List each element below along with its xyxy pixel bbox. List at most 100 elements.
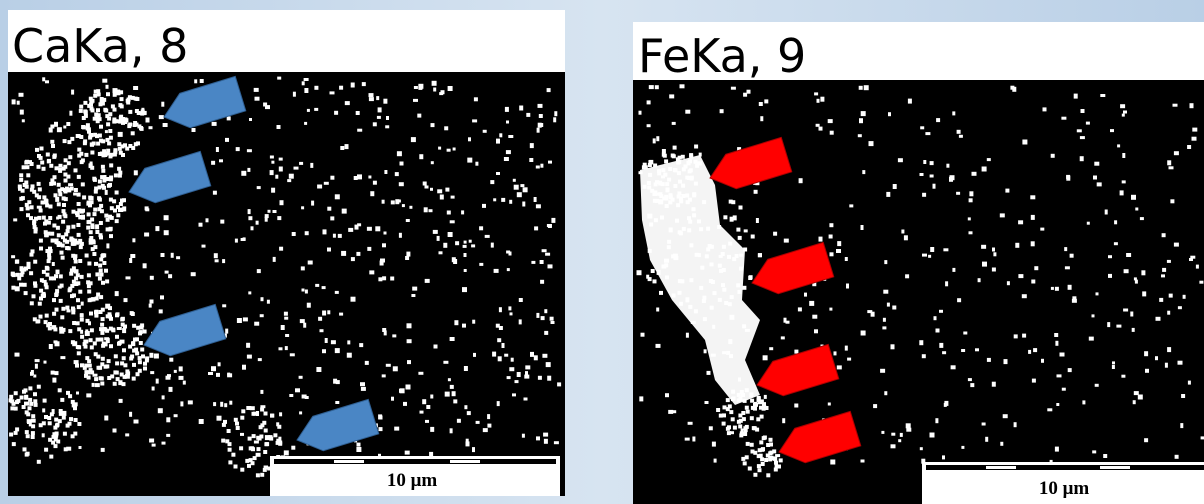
speckle <box>54 444 58 448</box>
speckle <box>44 448 48 452</box>
speckle <box>774 461 778 465</box>
speckle <box>249 118 252 121</box>
speckle <box>1051 287 1054 290</box>
speckle <box>155 226 159 231</box>
speckle <box>356 252 360 256</box>
speckle <box>1135 208 1138 211</box>
speckle <box>739 419 743 423</box>
speckle <box>695 253 699 257</box>
speckle <box>58 419 62 423</box>
speckle <box>426 405 430 409</box>
speckle <box>697 219 701 223</box>
speckle <box>62 203 66 207</box>
speckle <box>1108 274 1112 278</box>
speckle <box>522 202 525 207</box>
speckle <box>504 157 509 161</box>
speckle <box>99 235 103 239</box>
speckle <box>709 426 713 430</box>
scale-bar: 10 μm <box>270 456 560 496</box>
speckle <box>118 171 122 175</box>
speckle <box>291 446 295 450</box>
speckle <box>52 298 56 302</box>
speckle <box>661 168 665 172</box>
speckle <box>718 298 722 302</box>
speckle <box>302 289 305 292</box>
speckle <box>530 143 534 148</box>
speckle <box>643 185 647 189</box>
speckle <box>122 382 126 386</box>
speckle <box>1192 128 1197 132</box>
speckle <box>461 210 464 214</box>
speckle <box>423 182 427 186</box>
speckle <box>362 82 366 86</box>
speckle <box>1120 104 1125 108</box>
speckle <box>134 170 138 175</box>
speckle <box>505 107 509 112</box>
speckle <box>1014 334 1018 338</box>
speckle <box>146 118 150 123</box>
speckle <box>101 448 105 452</box>
speckle <box>861 111 866 116</box>
speckle <box>80 313 84 317</box>
speckle <box>663 154 667 158</box>
speckle <box>221 439 225 443</box>
speckle <box>98 264 102 268</box>
speckle <box>384 170 387 174</box>
speckle <box>333 379 337 384</box>
speckle <box>743 399 747 403</box>
speckle <box>105 130 108 133</box>
speckle <box>766 473 770 477</box>
speckle <box>27 419 31 423</box>
speckle <box>59 274 63 278</box>
speckle <box>380 259 385 263</box>
speckle <box>444 126 448 130</box>
speckle <box>829 308 832 311</box>
speckle <box>837 241 841 246</box>
speckle <box>753 426 757 430</box>
speckle <box>152 387 155 391</box>
speckle <box>1033 348 1037 352</box>
speckle <box>55 166 59 170</box>
speckle <box>35 364 38 369</box>
speckle <box>61 235 65 239</box>
speckle <box>54 418 58 422</box>
speckle <box>55 308 59 312</box>
speckle <box>829 235 833 239</box>
speckle <box>726 351 730 355</box>
speckle <box>681 184 685 188</box>
speckle <box>706 247 710 251</box>
speckle <box>281 325 285 330</box>
speckle <box>819 127 823 131</box>
speckle <box>258 358 262 361</box>
speckle <box>1065 266 1070 269</box>
speckle <box>1055 341 1058 346</box>
speckle <box>304 88 308 93</box>
speckle <box>99 295 103 299</box>
speckle <box>939 343 943 348</box>
speckle <box>1120 190 1124 195</box>
speckle <box>39 209 43 213</box>
speckle <box>152 444 156 447</box>
speckle <box>77 305 81 309</box>
speckle <box>237 318 242 323</box>
speckle <box>115 191 119 195</box>
speckle <box>240 433 244 436</box>
speckle <box>339 313 343 316</box>
speckle <box>1190 256 1195 259</box>
speckle <box>71 400 75 404</box>
speckle <box>861 331 866 336</box>
speckle <box>1167 311 1170 315</box>
speckle <box>26 412 30 416</box>
speckle <box>162 395 165 399</box>
speckle <box>114 354 118 358</box>
speckle <box>729 410 733 414</box>
speckle <box>134 348 138 352</box>
speckle <box>1167 347 1171 352</box>
speckle <box>726 398 730 402</box>
speckle <box>61 307 65 311</box>
speckle <box>22 268 26 272</box>
speckle <box>247 149 252 152</box>
speckle <box>1032 379 1036 383</box>
speckle <box>751 235 755 239</box>
speckle <box>139 341 143 345</box>
